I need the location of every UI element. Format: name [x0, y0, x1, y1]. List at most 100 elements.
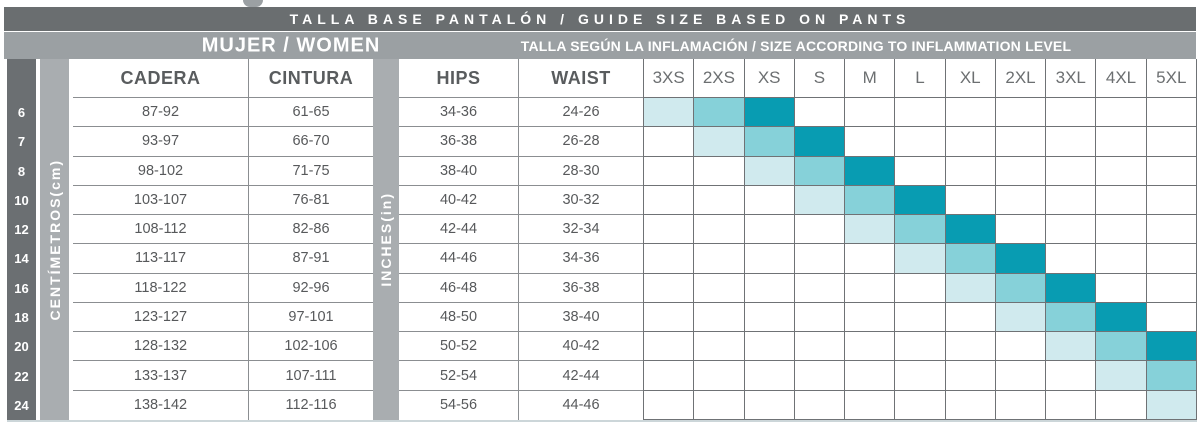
cintura-value: 102-106 [249, 332, 373, 362]
matrix-cell [945, 361, 996, 391]
cm-data-row: 93-97 66-70 [73, 127, 373, 157]
inch-data-row: 44-46 34-36 [399, 244, 643, 274]
matrix-cell-dark [895, 185, 946, 216]
waist-value: 26-28 [519, 127, 643, 157]
cadera-value: 108-112 [73, 215, 249, 245]
matrix-cell [644, 302, 695, 333]
matrix-cell-light [1046, 332, 1097, 362]
inch-data-row: 34-36 24-26 [399, 98, 643, 128]
matrix-cell [1046, 98, 1097, 128]
matrix-cell [644, 332, 695, 362]
matrix-cell [945, 127, 996, 157]
cm-data-row: 123-127 97-101 [73, 302, 373, 333]
matrix-cell [895, 302, 946, 333]
matrix-cell [694, 390, 745, 420]
matrix-cell-dark [945, 215, 996, 245]
size-column-header: 5XL [1146, 59, 1197, 98]
women-label: MUJER / WOMEN [201, 34, 381, 56]
row-size-number: 18 [14, 309, 29, 325]
matrix-cell [694, 273, 745, 303]
size-column-header: M [845, 59, 896, 98]
matrix-cell-medium [845, 185, 896, 216]
hips-value: 44-46 [399, 244, 519, 274]
row-size-number: 16 [14, 280, 29, 296]
matrix-cell-light [945, 273, 996, 303]
waist-value: 32-34 [519, 215, 643, 245]
matrix-cell-medium [945, 244, 996, 274]
cadera-value: 128-132 [73, 332, 249, 362]
matrix-cell [895, 273, 946, 303]
size-matrix: 3XS 2XS XS S M L XL 2XL 3XL 4XL 5XL [643, 59, 1197, 420]
waist-value: 24-26 [519, 98, 643, 128]
matrix-row [644, 127, 1197, 157]
subtitle-bar: MUJER / WOMEN TALLA SEGÚN LA INFLAMACIÓN… [4, 32, 1196, 59]
matrix-cell-light [845, 215, 896, 245]
inch-measurements-columns: HIPS WAIST 34-36 24-26 36-38 26-28 38-40 28-3… [399, 59, 643, 420]
size-column-header: L [895, 59, 946, 98]
title-bar: TALLA BASE PANTALÓN / GUIDE SIZE BASED O… [4, 7, 1196, 31]
matrix-cell [995, 185, 1047, 216]
inch-data-row: 42-44 32-34 [399, 215, 643, 245]
matrix-cell [1096, 98, 1147, 128]
centimeters-label: CENTÍMETROS(cm) [46, 158, 63, 321]
matrix-cell [1046, 244, 1097, 274]
cintura-value: 71-75 [249, 157, 373, 186]
waist-value: 28-30 [519, 157, 643, 186]
matrix-cell [794, 332, 846, 362]
matrix-row [644, 332, 1197, 362]
cintura-value: 107-111 [249, 361, 373, 391]
inch-data-row: 52-54 42-44 [399, 361, 643, 391]
matrix-cell-medium [895, 215, 946, 245]
inch-data-row: 40-42 30-32 [399, 185, 643, 216]
matrix-cell [845, 98, 896, 128]
waist-value: 30-32 [519, 186, 643, 216]
matrix-cell [1096, 244, 1147, 274]
cintura-value: 87-91 [249, 244, 373, 274]
cadera-value: 123-127 [73, 302, 249, 333]
matrix-cell [694, 332, 745, 362]
matrix-cell-medium [1096, 332, 1147, 362]
matrix-cell-dark [995, 244, 1047, 274]
size-column-header: XL [945, 59, 996, 98]
matrix-cell [1046, 390, 1097, 420]
matrix-cell [694, 361, 745, 391]
matrix-cell-medium [694, 98, 745, 128]
matrix-cell [1046, 215, 1097, 245]
size-column-header: 3XS [644, 59, 695, 98]
matrix-cell [794, 215, 846, 245]
cadera-value: 93-97 [73, 127, 249, 157]
matrix-cell-medium [1146, 361, 1197, 391]
cadera-header: CADERA [73, 59, 249, 98]
row-size-number: 12 [14, 222, 29, 238]
cadera-value: 113-117 [73, 244, 249, 274]
matrix-cell [744, 302, 795, 333]
matrix-cell-light [995, 302, 1047, 333]
waist-value: 36-38 [519, 274, 643, 303]
matrix-cell-light [644, 98, 695, 128]
matrix-cell [895, 156, 946, 186]
matrix-cell-light [895, 244, 946, 274]
cintura-value: 82-86 [249, 215, 373, 245]
waist-value: 44-46 [562, 397, 600, 414]
matrix-cell [794, 302, 846, 333]
matrix-cell [1146, 302, 1197, 333]
matrix-cell [644, 361, 695, 391]
matrix-cell [644, 156, 695, 186]
matrix-cell [1146, 244, 1197, 274]
matrix-cell [995, 127, 1047, 157]
hips-value: 38-40 [399, 156, 519, 186]
matrix-cell [644, 185, 695, 216]
matrix-cell [895, 361, 946, 391]
cadera-value: 103-107 [73, 185, 249, 216]
matrix-cell [845, 244, 896, 274]
matrix-cell [794, 390, 846, 420]
matrix-cell [945, 156, 996, 186]
matrix-cell [995, 156, 1047, 186]
matrix-row [644, 390, 1197, 420]
matrix-cell [1096, 185, 1147, 216]
matrix-cell-medium [744, 127, 795, 157]
cm-measurements-columns: CADERA CINTURA 87-92 61-65 93-97 66-70 98-10… [73, 59, 373, 420]
matrix-cell-dark [1096, 302, 1147, 333]
matrix-cell-light [694, 127, 745, 157]
